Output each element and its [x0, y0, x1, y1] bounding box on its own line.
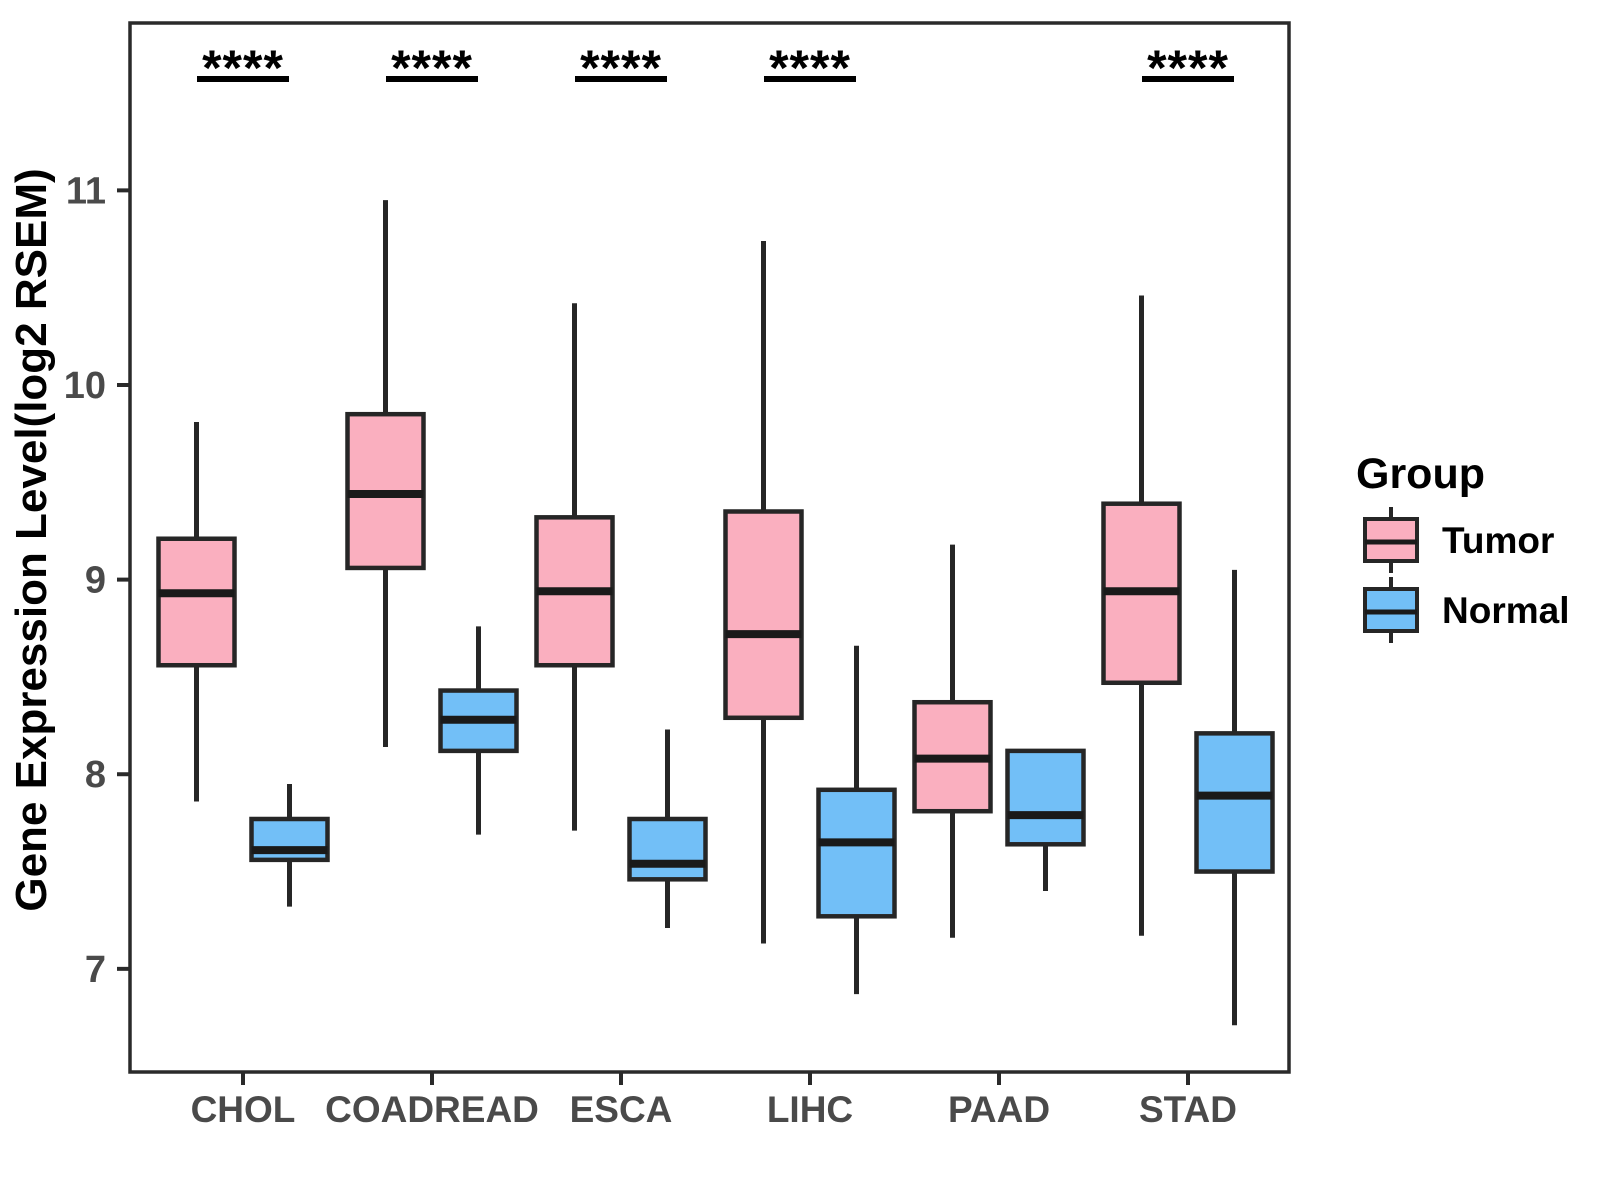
box-tumor-chol	[156, 536, 237, 668]
boxplot-tumor-paad	[912, 544, 993, 938]
panel-background	[130, 23, 1289, 1072]
y-tick-label-8: 8	[85, 754, 106, 796]
significance-stars-stad: ****	[1147, 40, 1229, 96]
x-tick-label-chol: CHOL	[191, 1089, 296, 1130]
boxplot-tumor-coadread	[345, 200, 426, 747]
box-normal-paad	[1005, 748, 1086, 847]
legend-label-normal: Normal	[1442, 590, 1569, 631]
x-tick-label-lihc: LIHC	[767, 1089, 853, 1130]
y-axis-title: Gene Expression Level(log2 RSEM)	[7, 168, 56, 911]
significance-stad: ****	[1142, 40, 1234, 96]
significance-coadread: ****	[386, 40, 478, 96]
boxplot-tumor-lihc	[723, 240, 804, 944]
significance-lihc: ****	[764, 40, 856, 96]
box-normal-lihc	[816, 787, 897, 919]
y-tick-label-11: 11	[66, 170, 106, 212]
boxplot-normal-coadread	[438, 626, 519, 835]
boxplot-normal-lihc	[816, 645, 897, 995]
y-tick-label-10: 10	[64, 365, 106, 407]
significance-stars-esca: ****	[580, 40, 662, 96]
x-tick-label-paad: PAAD	[948, 1089, 1050, 1130]
x-tick-label-esca: ESCA	[570, 1089, 673, 1130]
boxplot-normal-paad	[1005, 748, 1086, 892]
x-tick-label-stad: STAD	[1139, 1089, 1237, 1130]
legend-entry-tumor: Tumor	[1363, 507, 1554, 573]
y-tick-label-9: 9	[85, 560, 106, 602]
significance-stars-chol: ****	[202, 40, 284, 96]
boxplot-tumor-chol	[156, 421, 237, 802]
significance-esca: ****	[575, 40, 667, 96]
boxplot-normal-esca	[627, 729, 708, 928]
significance-chol: ****	[197, 40, 289, 96]
legend-entry-normal: Normal	[1363, 577, 1569, 643]
legend-label-tumor: Tumor	[1442, 520, 1554, 561]
significance-stars-lihc: ****	[769, 40, 851, 96]
box-tumor-lihc	[723, 509, 804, 721]
panel-border	[128, 21, 1291, 1074]
boxplot-tumor-esca	[534, 303, 615, 831]
boxplot-normal-stad	[1194, 569, 1275, 1026]
box-normal-esca	[627, 816, 708, 882]
boxplot-tumor-stad	[1101, 295, 1182, 936]
y-tick-label-7: 7	[85, 949, 106, 991]
box-normal-stad	[1194, 731, 1275, 874]
x-tick-label-coadread: COADREAD	[325, 1089, 539, 1130]
boxplot-normal-chol	[249, 783, 330, 907]
legend-title: Group	[1356, 450, 1485, 498]
plot-layer: 7 8 9 10 11 CHOL COADREAD ESCA LIHC PAAD STAD **** *…	[64, 21, 1569, 1130]
significance-stars-coadread: ****	[391, 40, 473, 96]
